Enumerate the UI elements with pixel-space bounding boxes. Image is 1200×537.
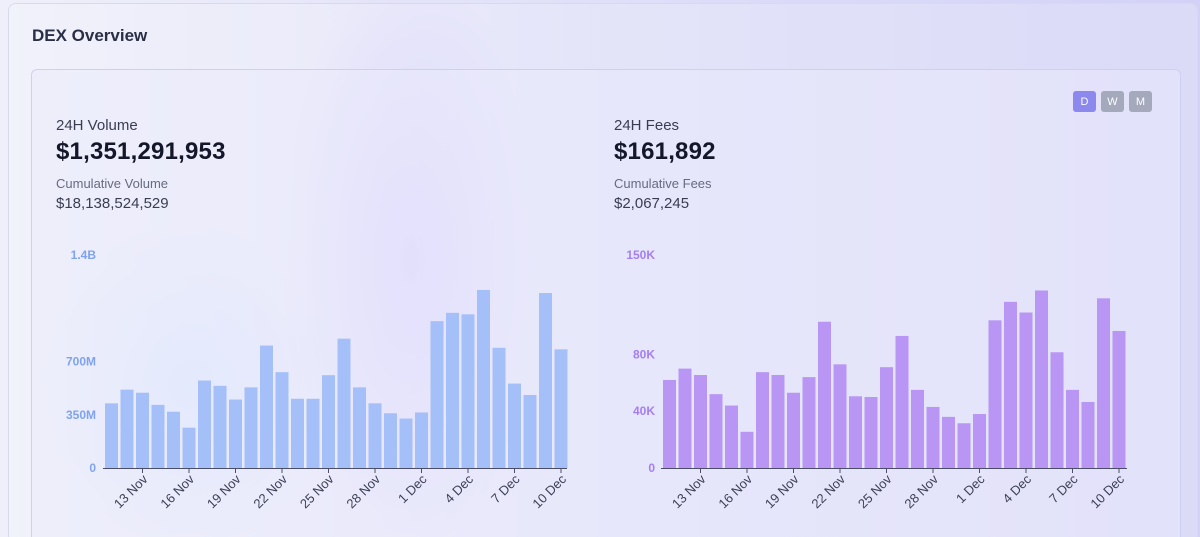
volume-bar[interactable] <box>477 289 490 468</box>
cumulative-volume-label: Cumulative Volume <box>56 176 168 191</box>
fees-bar[interactable] <box>926 406 940 468</box>
fees-bar[interactable] <box>725 405 738 468</box>
fees-bar[interactable] <box>678 368 692 468</box>
volume-bar[interactable] <box>461 314 475 468</box>
volume-bar[interactable] <box>275 372 289 468</box>
fees-x-tick-label: 7 Dec <box>1046 471 1081 506</box>
fees-label: 24H Fees <box>614 117 680 134</box>
volume-bar[interactable] <box>353 387 366 468</box>
fees-bar[interactable] <box>880 367 893 468</box>
fees-bar[interactable] <box>973 414 986 468</box>
volume-bar[interactable] <box>554 349 568 468</box>
fees-bar[interactable] <box>818 321 831 468</box>
fees-bar[interactable] <box>802 377 816 468</box>
toggle-monthly-button[interactable]: M <box>1129 91 1152 112</box>
cumulative-fees-value: $2,067,245 <box>614 195 690 212</box>
fees-bar[interactable] <box>864 397 878 468</box>
fees-bar[interactable] <box>663 379 676 468</box>
volume-bar[interactable] <box>306 398 320 468</box>
volume-y-tick-label: 350M <box>66 408 96 422</box>
volume-value: $1,351,291,953 <box>56 138 226 165</box>
toggle-daily-button[interactable]: D <box>1073 91 1096 112</box>
cumulative-fees-label: Cumulative Fees <box>614 176 712 191</box>
fees-bar[interactable] <box>1081 401 1095 468</box>
cumulative-volume-value: $18,138,524,529 <box>56 195 169 212</box>
volume-bar[interactable] <box>415 412 428 468</box>
fees-bar[interactable] <box>911 389 924 468</box>
volume-bar[interactable] <box>151 404 165 468</box>
fees-bar[interactable] <box>1019 312 1033 468</box>
fees-x-tick-label: 10 Dec <box>1087 471 1127 511</box>
fees-stats: 24H Fees $161,892 Cumulative Fees $2,067… <box>614 117 716 212</box>
volume-bar[interactable] <box>120 389 134 468</box>
toggle-weekly-button[interactable]: W <box>1101 91 1124 112</box>
fees-bar[interactable] <box>895 335 909 468</box>
fees-bar[interactable] <box>1066 389 1079 468</box>
fees-x-tick-label: 4 Dec <box>999 471 1034 506</box>
fees-bar[interactable] <box>957 423 971 468</box>
volume-y-tick-label: 1.4B <box>71 248 97 262</box>
fees-bar[interactable] <box>1097 298 1110 468</box>
fees-bar[interactable] <box>709 394 723 468</box>
volume-y-tick-label: 0 <box>89 461 96 475</box>
fees-x-tick-label: 1 Dec <box>953 471 988 506</box>
fees-bar[interactable] <box>771 374 785 468</box>
fees-y-tick-label: 40K <box>633 404 655 418</box>
volume-bar[interactable] <box>198 380 211 468</box>
fees-x-tick-label: 28 Nov <box>901 471 941 511</box>
volume-y-tick-label: 700M <box>66 355 96 369</box>
volume-bar[interactable] <box>368 403 382 468</box>
fees-y-tick-label: 80K <box>633 347 655 361</box>
timeframe-toggle-group: D W M <box>1073 91 1152 112</box>
volume-bar[interactable] <box>291 398 304 468</box>
fees-bar[interactable] <box>756 372 769 468</box>
fees-x-tick-label: 13 Nov <box>669 471 709 511</box>
fees-x-tick-label: 22 Nov <box>808 471 848 511</box>
volume-bar[interactable] <box>105 403 118 468</box>
volume-bar[interactable] <box>136 392 149 468</box>
fees-bar[interactable] <box>942 416 955 468</box>
fees-bar[interactable] <box>694 374 707 468</box>
fees-bar[interactable] <box>740 431 754 468</box>
fees-bar[interactable] <box>1004 301 1017 468</box>
volume-bar[interactable] <box>244 387 258 468</box>
fees-y-tick-label: 0 <box>648 461 655 475</box>
volume-bar[interactable] <box>539 293 552 468</box>
fees-y-tick-label: 150K <box>626 248 655 262</box>
fees-bar[interactable] <box>1035 290 1048 469</box>
fees-bar[interactable] <box>849 396 862 468</box>
fees-bar[interactable] <box>988 320 1002 468</box>
fees-x-tick-label: 19 Nov <box>762 471 802 511</box>
fees-x-tick-label: 16 Nov <box>715 471 755 511</box>
volume-bar[interactable] <box>430 321 444 468</box>
fees-value: $161,892 <box>614 138 716 165</box>
fees-bar[interactable] <box>1112 330 1126 468</box>
fees-bar[interactable] <box>787 392 800 468</box>
volume-bar[interactable] <box>167 411 180 468</box>
volume-bar[interactable] <box>260 345 273 468</box>
volume-bar[interactable] <box>399 418 413 468</box>
fees-bar[interactable] <box>1050 352 1064 468</box>
volume-bar[interactable] <box>492 347 506 468</box>
page-title: DEX Overview <box>32 26 148 45</box>
volume-bar[interactable] <box>213 385 227 468</box>
fees-x-tick-label: 25 Nov <box>855 471 895 511</box>
volume-bar[interactable] <box>229 399 242 468</box>
volume-label: 24H Volume <box>56 117 138 134</box>
volume-bar[interactable] <box>337 338 351 468</box>
volume-bar[interactable] <box>523 394 537 468</box>
volume-bar[interactable] <box>322 375 335 468</box>
volume-bar[interactable] <box>446 312 459 468</box>
volume-bar[interactable] <box>384 413 397 468</box>
volume-bar[interactable] <box>508 383 521 468</box>
volume-stats: 24H Volume $1,351,291,953 Cumulative Vol… <box>56 117 226 212</box>
volume-bar[interactable] <box>182 427 196 468</box>
fees-bar[interactable] <box>833 364 847 468</box>
